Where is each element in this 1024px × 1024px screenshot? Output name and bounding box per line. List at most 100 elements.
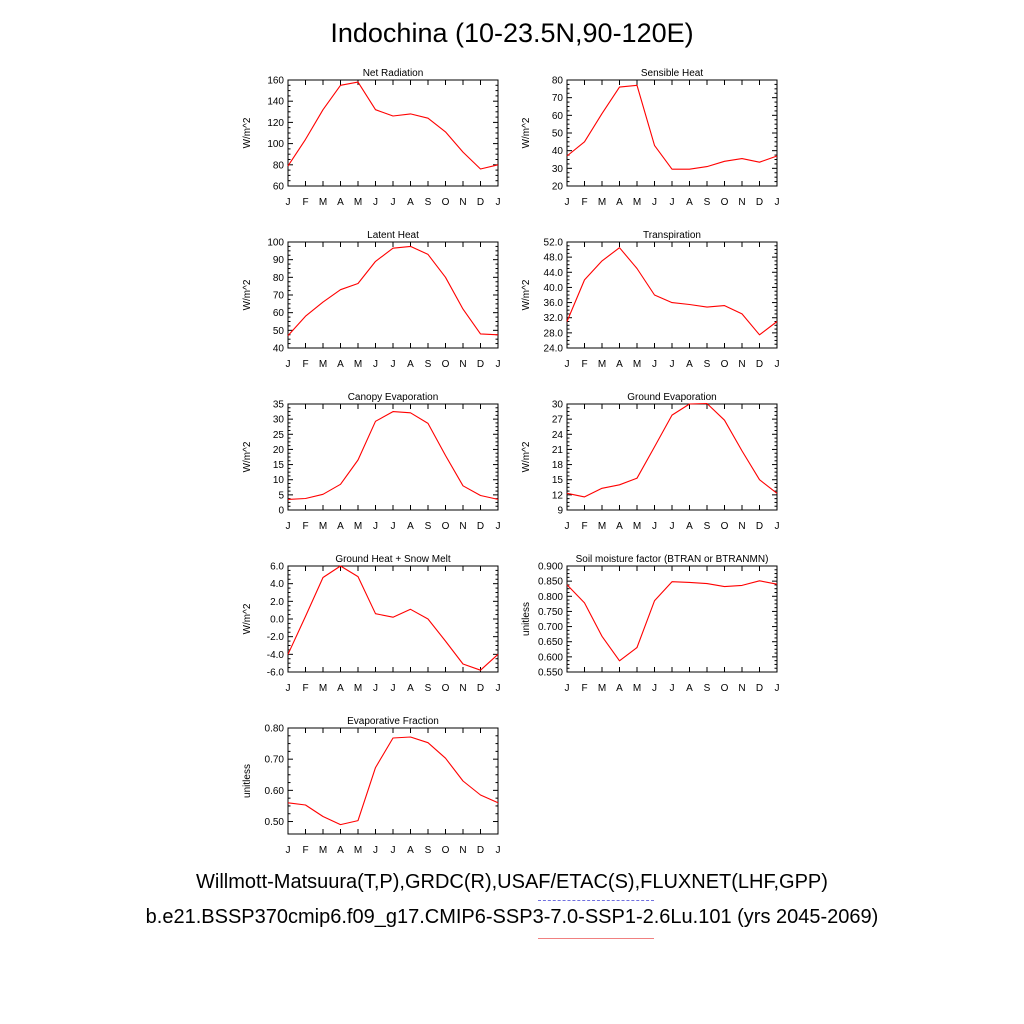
x-tick-label: J	[652, 359, 657, 370]
x-tick-label: A	[407, 683, 414, 694]
y-tick-label: 0.50	[265, 817, 285, 828]
x-tick-label: A	[407, 359, 414, 370]
y-tick-label: 50	[273, 326, 285, 337]
x-tick-label: J	[286, 197, 291, 208]
x-tick-label: D	[756, 197, 763, 208]
y-tick-label: 100	[267, 238, 284, 249]
y-tick-label: 80	[273, 273, 285, 284]
x-tick-label: O	[442, 845, 450, 856]
y-tick-label: 24	[552, 430, 564, 441]
x-tick-label: A	[686, 359, 693, 370]
y-tick-label: 6.0	[270, 562, 284, 573]
x-tick-label: A	[407, 521, 414, 532]
x-tick-label: F	[302, 197, 308, 208]
chart-title: Sensible Heat	[641, 68, 703, 79]
y-tick-label: 40	[273, 344, 285, 355]
x-tick-label: S	[425, 521, 432, 532]
x-tick-label: J	[652, 521, 657, 532]
chart-frame	[287, 241, 499, 349]
x-tick-label: J	[670, 683, 675, 694]
y-tick-label: 2.0	[270, 597, 284, 608]
x-tick-label: M	[354, 845, 362, 856]
y-axis-label: unitless	[521, 602, 532, 636]
y-tick-label: 0.600	[538, 652, 563, 663]
x-tick-label: F	[581, 683, 587, 694]
x-tick-label: M	[319, 359, 327, 370]
x-tick-label: A	[337, 521, 344, 532]
x-tick-label: J	[565, 359, 570, 370]
chart-panel-8: Soil moisture factor (BTRAN or BTRANMN) u…	[521, 554, 780, 694]
chart-frame	[287, 79, 499, 187]
y-tick-label: 48.0	[544, 253, 564, 264]
chart-title: Ground Evaporation	[627, 392, 717, 403]
y-tick-label: 70	[552, 93, 564, 104]
x-tick-label: J	[670, 521, 675, 532]
y-tick-label: 40.0	[544, 283, 564, 294]
y-axis-label: W/m^2	[521, 117, 532, 148]
y-axis-label: W/m^2	[521, 441, 532, 472]
chart-title: Ground Heat + Snow Melt	[335, 554, 451, 565]
y-tick-label: 60	[273, 182, 285, 193]
y-tick-label: 28.0	[544, 328, 564, 339]
x-tick-label: J	[373, 197, 378, 208]
x-tick-label: N	[459, 683, 466, 694]
y-tick-label: 80	[273, 160, 285, 171]
x-tick-label: J	[670, 359, 675, 370]
x-tick-label: D	[477, 683, 484, 694]
y-tick-label: 0.750	[538, 607, 563, 618]
chart-title: Latent Heat	[367, 230, 419, 241]
x-tick-label: J	[286, 521, 291, 532]
x-tick-label: J	[373, 845, 378, 856]
x-tick-label: M	[354, 197, 362, 208]
x-tick-label: S	[425, 197, 432, 208]
y-tick-label: 90	[273, 255, 285, 266]
y-tick-label: 50	[552, 129, 564, 140]
chart-frame	[287, 727, 499, 835]
x-tick-label: J	[775, 359, 780, 370]
y-tick-label: 44.0	[544, 268, 564, 279]
x-tick-label: M	[354, 683, 362, 694]
main-title: Indochina (10-23.5N,90-120E)	[330, 18, 694, 48]
x-tick-label: F	[581, 359, 587, 370]
y-tick-label: 0.70	[265, 755, 285, 766]
x-tick-label: M	[319, 845, 327, 856]
y-tick-label: 10	[273, 475, 285, 486]
x-tick-label: A	[686, 521, 693, 532]
y-tick-label: 0.700	[538, 622, 563, 633]
x-tick-label: D	[477, 197, 484, 208]
x-tick-label: J	[391, 683, 396, 694]
x-tick-label: N	[459, 521, 466, 532]
x-tick-label: J	[670, 197, 675, 208]
y-tick-label: 30	[552, 400, 564, 411]
series-line-1	[566, 247, 778, 336]
x-tick-label: J	[496, 683, 501, 694]
y-tick-label: 0.60	[265, 786, 285, 797]
y-tick-label: 12	[552, 490, 564, 501]
x-tick-label: A	[337, 359, 344, 370]
y-tick-label: 15	[273, 460, 285, 471]
x-tick-label: O	[442, 359, 450, 370]
x-tick-label: J	[565, 197, 570, 208]
x-tick-label: A	[616, 683, 623, 694]
x-tick-label: J	[373, 683, 378, 694]
y-tick-label: 0.0	[270, 615, 284, 626]
series-line-1	[287, 245, 499, 336]
y-tick-label: 15	[552, 475, 564, 486]
y-tick-label: 35	[273, 400, 285, 411]
x-tick-label: D	[477, 521, 484, 532]
chart-frame	[287, 565, 499, 673]
x-tick-label: M	[354, 521, 362, 532]
x-tick-label: O	[721, 521, 729, 532]
x-tick-label: M	[598, 197, 606, 208]
x-tick-label: J	[391, 197, 396, 208]
y-tick-label: 140	[267, 97, 284, 108]
x-tick-label: M	[633, 197, 641, 208]
y-tick-label: 0.550	[538, 668, 563, 679]
series-line-1	[287, 565, 499, 671]
x-tick-label: O	[721, 683, 729, 694]
series-line-1	[287, 81, 499, 170]
y-axis-label: W/m^2	[242, 441, 253, 472]
